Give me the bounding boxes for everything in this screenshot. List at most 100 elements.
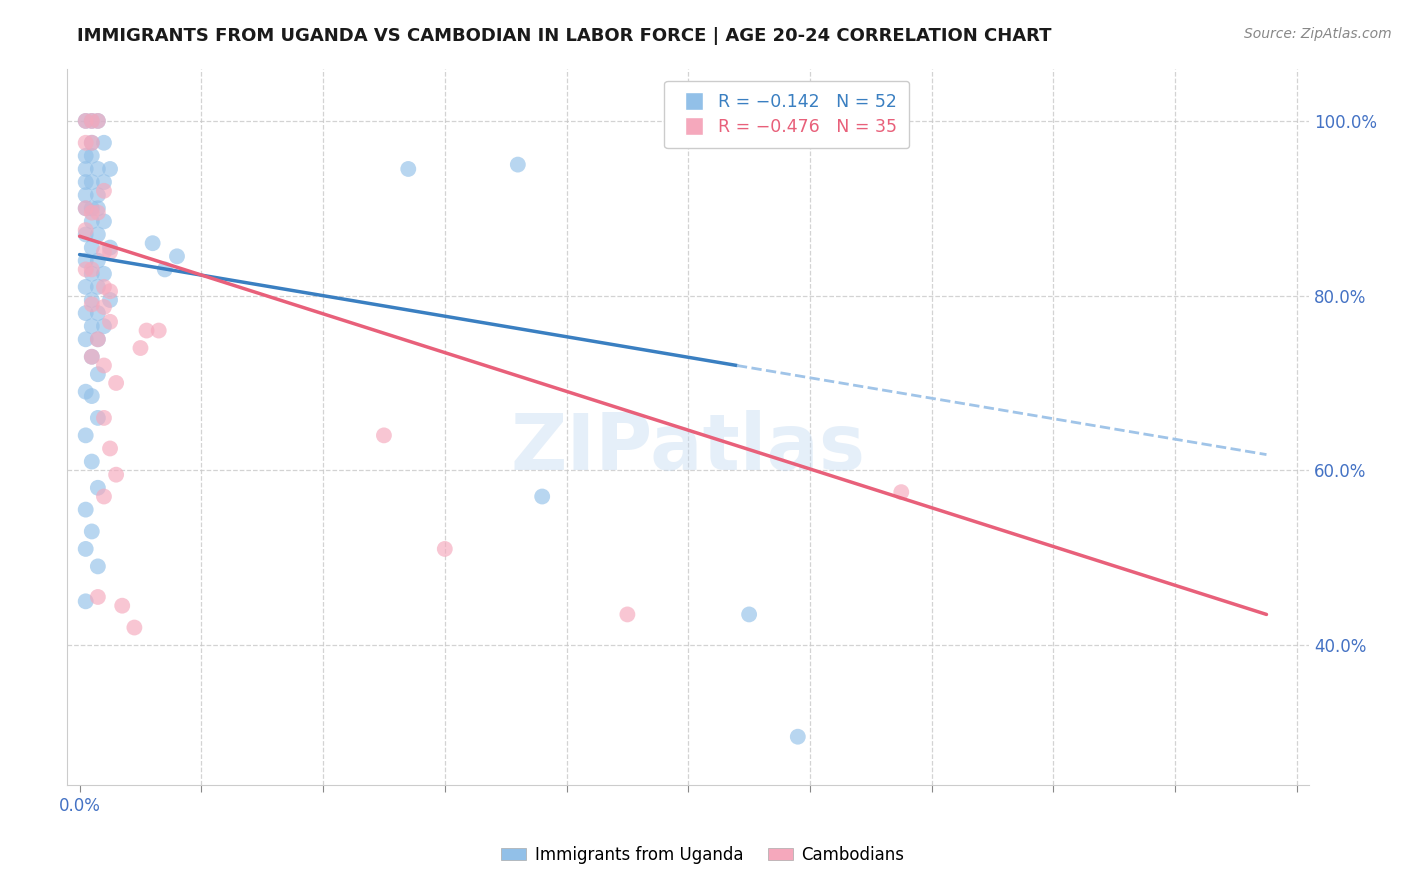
Point bbox=[98, 442, 121, 456]
Point bbox=[93, 359, 115, 373]
Point bbox=[80, 201, 103, 215]
Point bbox=[80, 524, 103, 539]
Point bbox=[153, 262, 176, 277]
Point bbox=[148, 324, 170, 338]
Point bbox=[80, 350, 103, 364]
Point bbox=[75, 223, 97, 237]
Point bbox=[75, 541, 97, 556]
Point bbox=[80, 136, 103, 150]
Point bbox=[80, 175, 103, 189]
Point bbox=[738, 607, 761, 622]
Point bbox=[111, 599, 134, 613]
Point bbox=[87, 332, 110, 346]
Point bbox=[75, 201, 97, 215]
Point bbox=[433, 541, 456, 556]
Text: IMMIGRANTS FROM UGANDA VS CAMBODIAN IN LABOR FORCE | AGE 20-24 CORRELATION CHART: IMMIGRANTS FROM UGANDA VS CAMBODIAN IN L… bbox=[77, 27, 1052, 45]
Point bbox=[80, 319, 103, 334]
Point bbox=[75, 262, 97, 277]
Legend: R = −0.142   N = 52, R = −0.476   N = 35: R = −0.142 N = 52, R = −0.476 N = 35 bbox=[664, 81, 910, 148]
Point bbox=[98, 241, 121, 255]
Point bbox=[75, 502, 97, 516]
Point bbox=[373, 428, 395, 442]
Point bbox=[80, 350, 103, 364]
Point bbox=[75, 114, 97, 128]
Point bbox=[166, 249, 188, 263]
Point bbox=[396, 161, 419, 176]
Point bbox=[75, 114, 97, 128]
Point bbox=[75, 594, 97, 608]
Point bbox=[87, 481, 110, 495]
Point bbox=[93, 490, 115, 504]
Point bbox=[98, 285, 121, 299]
Point bbox=[93, 280, 115, 294]
Point bbox=[98, 315, 121, 329]
Point bbox=[98, 244, 121, 259]
Point bbox=[87, 590, 110, 604]
Point bbox=[87, 201, 110, 215]
Point bbox=[93, 319, 115, 334]
Point bbox=[87, 332, 110, 346]
Point bbox=[616, 607, 638, 622]
Point bbox=[75, 201, 97, 215]
Point bbox=[93, 267, 115, 281]
Point bbox=[93, 175, 115, 189]
Point bbox=[105, 467, 128, 482]
Legend: Immigrants from Uganda, Cambodians: Immigrants from Uganda, Cambodians bbox=[495, 839, 911, 871]
Point bbox=[87, 227, 110, 242]
Point bbox=[80, 205, 103, 219]
Point bbox=[87, 253, 110, 268]
Point bbox=[75, 161, 97, 176]
Point bbox=[80, 136, 103, 150]
Point bbox=[93, 300, 115, 314]
Point bbox=[142, 236, 165, 251]
Point bbox=[75, 384, 97, 399]
Point bbox=[87, 559, 110, 574]
Point bbox=[75, 332, 97, 346]
Point bbox=[93, 411, 115, 425]
Point bbox=[80, 214, 103, 228]
Point bbox=[80, 262, 103, 277]
Point bbox=[87, 161, 110, 176]
Point bbox=[75, 188, 97, 202]
Point bbox=[75, 227, 97, 242]
Point bbox=[93, 136, 115, 150]
Point bbox=[87, 205, 110, 219]
Point bbox=[87, 114, 110, 128]
Point bbox=[80, 241, 103, 255]
Point bbox=[80, 293, 103, 307]
Point bbox=[80, 114, 103, 128]
Point bbox=[531, 490, 554, 504]
Point bbox=[87, 114, 110, 128]
Point bbox=[87, 188, 110, 202]
Text: ZIPatlas: ZIPatlas bbox=[510, 410, 866, 486]
Point bbox=[75, 175, 97, 189]
Point bbox=[75, 136, 97, 150]
Point bbox=[87, 280, 110, 294]
Point bbox=[75, 149, 97, 163]
Point bbox=[80, 297, 103, 311]
Point bbox=[98, 293, 121, 307]
Point bbox=[129, 341, 152, 355]
Point bbox=[80, 149, 103, 163]
Point bbox=[80, 267, 103, 281]
Point bbox=[786, 730, 808, 744]
Point bbox=[75, 280, 97, 294]
Point bbox=[87, 368, 110, 382]
Point bbox=[93, 244, 115, 259]
Point bbox=[105, 376, 128, 390]
Point bbox=[75, 428, 97, 442]
Point bbox=[75, 253, 97, 268]
Point bbox=[80, 454, 103, 468]
Point bbox=[87, 411, 110, 425]
Point bbox=[890, 485, 912, 500]
Point bbox=[135, 324, 157, 338]
Text: Source: ZipAtlas.com: Source: ZipAtlas.com bbox=[1244, 27, 1392, 41]
Point bbox=[87, 306, 110, 320]
Point bbox=[75, 306, 97, 320]
Point bbox=[124, 621, 146, 635]
Point bbox=[80, 389, 103, 403]
Point bbox=[93, 184, 115, 198]
Point bbox=[98, 161, 121, 176]
Point bbox=[506, 158, 529, 172]
Point bbox=[93, 214, 115, 228]
